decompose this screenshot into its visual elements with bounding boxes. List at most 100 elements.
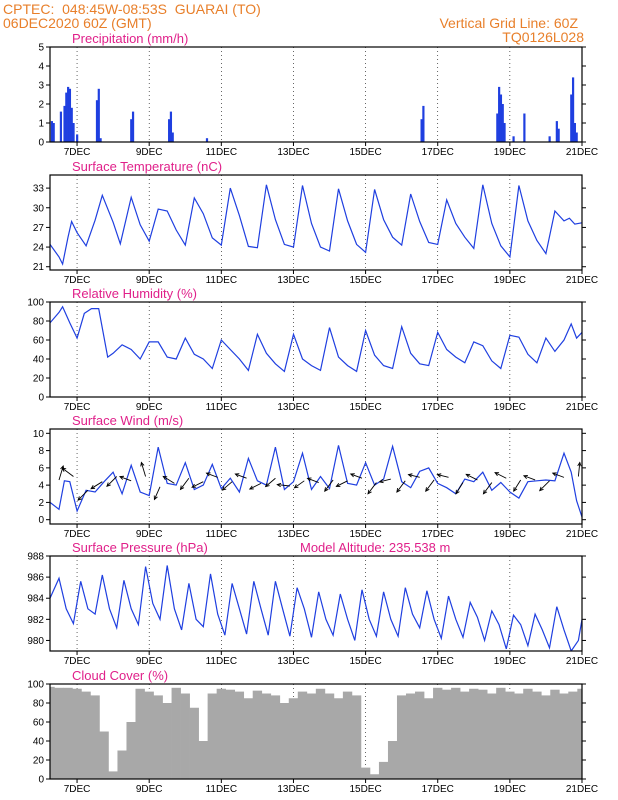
cloud-bar	[252, 690, 263, 779]
y-tick-label: 10	[33, 429, 45, 440]
x-tick-label: 15DEC	[349, 784, 381, 795]
y-tick-label: 0	[38, 138, 44, 149]
cloud-bar	[126, 722, 136, 779]
y-tick-label: 5	[38, 43, 44, 54]
panel-title: Precipitation (mm/h)	[72, 31, 188, 46]
precip-bar	[548, 136, 551, 142]
cloud-bar	[180, 693, 190, 779]
x-tick-label: 19DEC	[494, 147, 526, 158]
y-tick-label: 2	[38, 100, 44, 111]
cloud-bar	[568, 691, 578, 779]
x-tick-label: 19DEC	[494, 656, 526, 667]
cloud-bar	[378, 761, 389, 779]
wind-arrow	[306, 477, 319, 483]
x-tick-label: 11DEC	[206, 402, 238, 413]
cloud-bar	[306, 693, 317, 779]
y-tick-label: 30	[33, 203, 45, 214]
cloud-bar	[270, 695, 281, 779]
wind-arrow	[324, 479, 334, 492]
wind-arrow	[191, 481, 204, 488]
x-tick-label: 13DEC	[277, 147, 309, 158]
precip-bar	[420, 119, 423, 142]
wind-arrow	[349, 473, 363, 479]
plot-area-pressure	[50, 565, 582, 651]
x-tick-label: 9DEC	[136, 402, 163, 413]
panel-title: Surface Temperature (nC)	[72, 159, 222, 174]
x-tick-label: 9DEC	[136, 784, 163, 795]
cloud-bar	[514, 693, 524, 779]
wind-arrow	[522, 474, 536, 481]
x-tick-label: 11DEC	[206, 275, 238, 286]
panel-frame	[49, 555, 583, 652]
cloud-bar	[81, 691, 91, 779]
wind-arrow	[396, 480, 406, 493]
x-tick-label: 11DEC	[206, 147, 238, 158]
x-tick-label: 13DEC	[277, 784, 309, 795]
cloud-bar	[487, 693, 497, 779]
header-run: 06DEC2020 60Z (GMT)	[3, 15, 152, 31]
panel-frame	[49, 46, 583, 143]
precip-bar	[95, 100, 99, 142]
x-tick-label: 17DEC	[422, 402, 454, 413]
panel-cloud: 0 20 40 60 80 100 7DEC 9DEC 11DEC 13DEC 15DEC 17DEC…	[27, 668, 598, 795]
cloud-bar	[135, 688, 145, 779]
cloud-bar	[171, 687, 181, 779]
cloud-bar	[405, 693, 416, 779]
humidity-line	[50, 305, 582, 373]
y-tick-label: 33	[33, 184, 45, 195]
x-tick-label: 11DEC	[206, 529, 238, 540]
precip-bar	[422, 105, 425, 142]
wind-arrow	[335, 480, 348, 487]
header-coords: 048:45W-08:53S	[62, 1, 167, 17]
wind-arrow	[577, 461, 582, 477]
x-tick-label: 19DEC	[494, 402, 526, 413]
cloud-bar	[433, 687, 443, 779]
cloud-bar	[207, 693, 217, 779]
y-tick-label: 20	[33, 756, 45, 767]
y-tick-label: 80	[33, 699, 45, 710]
panel-title: Cloud Cover (%)	[72, 668, 168, 683]
panel-title: Surface Pressure (hPa)	[72, 540, 208, 555]
wind-arrow	[293, 480, 305, 489]
cloud-bar	[198, 741, 208, 779]
cloud-bar	[90, 695, 100, 779]
x-tick-label: 7DEC	[64, 147, 91, 158]
panel-wind: 0 2 4 6 8 10 7DEC 9DEC 11DEC 13DEC 15DEC 17DEC 19DEC…	[33, 413, 598, 540]
y-tick-label: 40	[33, 737, 45, 748]
cloud-bar	[396, 695, 407, 779]
panel-title: Relative Humidity (%)	[72, 286, 197, 301]
precip-bar	[171, 132, 174, 142]
cloud-bar	[324, 693, 335, 779]
x-tick-label: 19DEC	[494, 529, 526, 540]
wind-arrow	[482, 482, 493, 495]
cloud-bar	[532, 691, 542, 779]
y-tick-label: 2	[38, 498, 44, 509]
wind-arrow	[118, 475, 132, 482]
x-tick-label: 13DEC	[277, 656, 309, 667]
x-tick-label: 19DEC	[494, 275, 526, 286]
header-grid-note: Vertical Grid Line: 60Z	[439, 15, 578, 31]
cloud-bar	[460, 691, 470, 779]
x-tick-label: 9DEC	[136, 656, 163, 667]
precip-bar	[65, 92, 68, 142]
y-tick-label: 60	[33, 336, 45, 347]
wind-arrow	[425, 479, 435, 492]
y-tick-label: 988	[27, 552, 44, 563]
panel-title: Surface Wind (m/s)	[72, 413, 183, 428]
cloud-bar	[144, 691, 154, 779]
precip-bar	[52, 123, 55, 142]
wind-arrow	[234, 473, 247, 479]
x-tick-label: 17DEC	[422, 656, 454, 667]
x-tick-label: 19DEC	[494, 784, 526, 795]
wind-arrow	[153, 486, 161, 501]
header-model: TQ0126L028	[502, 29, 584, 45]
x-tick-label: 13DEC	[277, 275, 309, 286]
cloud-bar	[478, 689, 488, 779]
y-tick-label: 984	[27, 594, 44, 605]
x-tick-label: 11DEC	[206, 784, 238, 795]
precip-bar	[131, 111, 135, 142]
x-tick-label: 7DEC	[64, 402, 91, 413]
cloud-bar	[216, 688, 227, 779]
precip-bar	[50, 121, 54, 142]
panel-frame	[49, 428, 583, 525]
